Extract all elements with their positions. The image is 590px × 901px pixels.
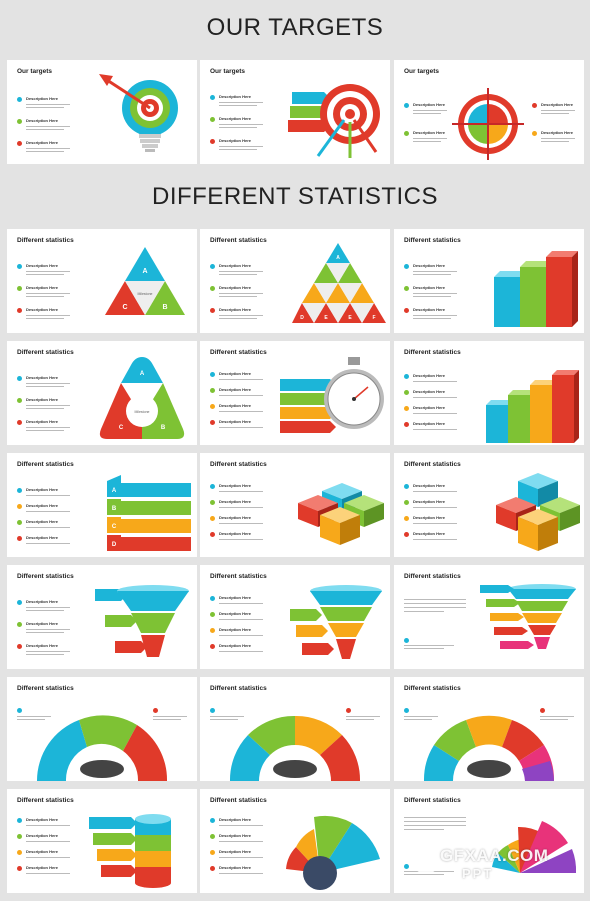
slide-stats-cubes-1[interactable]: Different statistics Description Here De…: [200, 453, 390, 557]
slide-title: Different statistics: [210, 349, 267, 356]
letter-c: C: [119, 425, 124, 431]
crosshair-target-icon: [452, 88, 524, 160]
3d-bar-stack: [494, 251, 578, 327]
semicircle-chart: [423, 715, 555, 781]
slide-stats-gauge[interactable]: Different statistics Description Here De…: [200, 789, 390, 893]
slide-title: Different statistics: [404, 573, 461, 580]
slide-title: Different statistics: [404, 461, 461, 468]
slide-title: Different statistics: [210, 237, 267, 244]
paragraph-lines: [404, 599, 466, 612]
letter-a: A: [112, 488, 117, 494]
funnel-diagram: [290, 585, 382, 659]
letter-e: E: [348, 315, 352, 321]
slide-title: Different statistics: [17, 797, 74, 804]
watermark-sub: PPT: [462, 866, 494, 881]
slide-title: Different statistics: [404, 349, 461, 356]
cylinder-stack-diagram: [89, 814, 171, 888]
paragraph-lines: [404, 817, 466, 830]
letter-d: D: [112, 542, 117, 548]
letter-e: E: [324, 315, 328, 321]
slide-title: Different statistics: [404, 685, 461, 692]
slide-stats-semicircle-2[interactable]: Different statistics: [200, 677, 390, 781]
slide-stats-semicircle-3[interactable]: Different statistics: [394, 677, 584, 781]
letter-b: B: [112, 506, 117, 512]
tab-stack-diagram: A B C D: [107, 475, 191, 551]
funnel-diagram: [480, 584, 576, 649]
cube-grid-diagram: [298, 483, 384, 545]
letter-c: C: [122, 304, 127, 311]
letter-f: F: [372, 315, 375, 321]
slide-stats-cubes-2[interactable]: Different statistics Description Here De…: [394, 453, 584, 557]
cube-stack-diagram: [496, 473, 580, 551]
watermark-site: GFXAA.COM: [440, 846, 549, 865]
watermark-logo-icon: [412, 846, 440, 874]
letter-b: B: [162, 304, 167, 311]
triangle-diagram: A C B Milestone: [105, 247, 185, 315]
slide-title: Our targets: [210, 68, 246, 75]
slide-stats-funnel-2[interactable]: Different statistics Description Here De…: [200, 565, 390, 669]
letter-a: A: [336, 255, 340, 261]
slide-stats-triangle-2[interactable]: Different statistics Description Here De…: [200, 229, 390, 333]
slide-targets-2[interactable]: Our targets Description Here Description…: [200, 60, 390, 164]
semicircle-chart: [229, 715, 361, 781]
3d-bar-stack: [486, 370, 579, 443]
radial-gauge-diagram: [286, 815, 380, 890]
targets-heading: OUR TARGETS: [206, 14, 384, 41]
slide-title: Our targets: [17, 68, 53, 75]
target-arrows-icon: [288, 84, 380, 158]
slide-stats-triangle-1[interactable]: Different statistics Description Here De…: [7, 229, 197, 333]
slide-stats-triangle-3[interactable]: Different statistics Description Here De…: [7, 341, 197, 445]
slide-title: Different statistics: [17, 685, 74, 692]
slide-stats-stopwatch[interactable]: Different statistics Description Here De…: [200, 341, 390, 445]
slide-stats-bars-2[interactable]: Different statistics Description Here De…: [394, 341, 584, 445]
slide-stats-funnel-1[interactable]: Different statistics Description Here De…: [7, 565, 197, 669]
letter-d: D: [300, 315, 304, 321]
slide-title: Different statistics: [17, 349, 74, 356]
slide-title: Different statistics: [404, 797, 461, 804]
letter-b: B: [161, 425, 166, 431]
lightbulb-target-icon: [99, 74, 178, 152]
slide-title: Different statistics: [17, 461, 74, 468]
slide-stats-bars-1[interactable]: Different statistics Description Here De…: [394, 229, 584, 333]
statistics-heading: DIFFERENT STATISTICS: [151, 183, 438, 210]
stopwatch-icon: [280, 357, 384, 433]
slide-title: Different statistics: [17, 237, 74, 244]
slide-stats-tabs[interactable]: Different statistics Description Here De…: [7, 453, 197, 557]
slide-title: Different statistics: [210, 797, 267, 804]
letter-c: C: [112, 524, 117, 530]
slide-targets-3[interactable]: Our targets Description Here Description…: [394, 60, 584, 164]
slide-stats-cylinder[interactable]: Different statistics Description Here De…: [7, 789, 197, 893]
slide-stats-rose[interactable]: Different statistics: [394, 789, 584, 893]
rose-chart-diagram: [492, 821, 577, 873]
slide-title: Our targets: [404, 68, 440, 75]
slide-title: Different statistics: [404, 237, 461, 244]
slide-stats-semicircle-1[interactable]: Different statistics: [7, 677, 197, 781]
slide-title: Different statistics: [210, 573, 267, 580]
slide-title: Different statistics: [17, 573, 74, 580]
slide-stats-funnel-3[interactable]: Different statistics: [394, 565, 584, 669]
slide-title: Different statistics: [210, 461, 267, 468]
segment-label: Milestone: [138, 292, 153, 296]
slide-title: Different statistics: [210, 685, 267, 692]
funnel-diagram: [95, 585, 189, 657]
letter-a: A: [140, 371, 145, 377]
semicircle-chart: [36, 715, 168, 781]
segment-label: Milestone: [135, 410, 150, 414]
slide-targets-1[interactable]: Our targets Description Here Description…: [7, 60, 197, 164]
triangle-diagram: A D E E F: [292, 243, 386, 323]
letter-a: A: [142, 268, 147, 275]
rounded-triangle-diagram: A C B Milestone: [99, 357, 185, 439]
